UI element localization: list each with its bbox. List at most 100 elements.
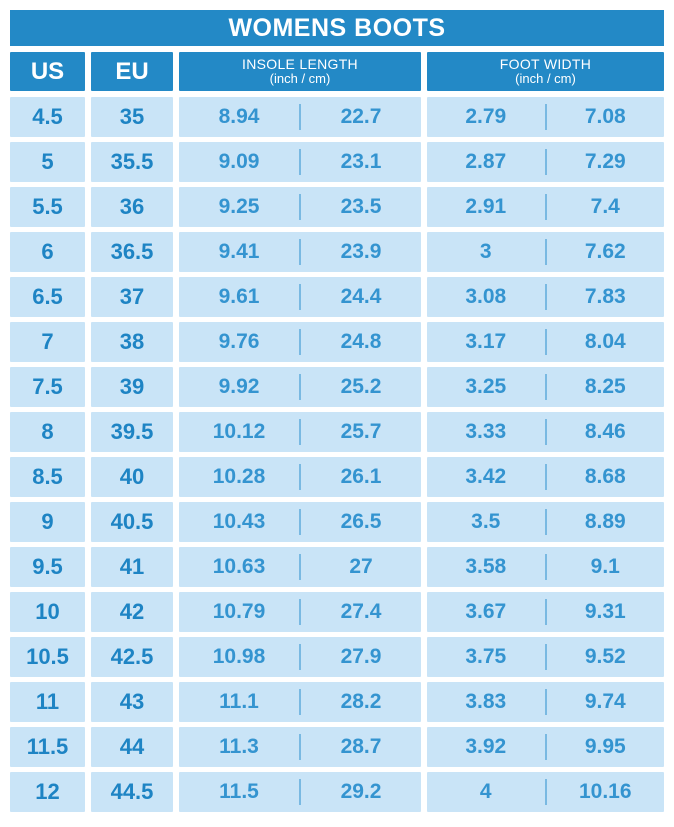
- width-inch-value: 3.33: [465, 420, 507, 443]
- table-row: 7 38 9.76 24.8 3.17 8.04: [10, 322, 664, 362]
- insole-cm-value: 27: [349, 555, 373, 578]
- width-inch-value: 3.25: [465, 375, 507, 398]
- insole-cm-value: 24.8: [340, 330, 382, 353]
- insole-length-cell: 11.5 29.2: [179, 772, 421, 812]
- width-cm-value: 8.89: [584, 510, 626, 533]
- insole-cm-value: 28.7: [340, 735, 382, 758]
- table-row: 6.5 37 9.61 24.4 3.08 7.83: [10, 277, 664, 317]
- insole-inch-value: 8.94: [218, 105, 260, 128]
- insole-inch-value: 10.43: [212, 510, 266, 533]
- insole-length-cell: 9.41 23.9: [179, 232, 421, 272]
- width-inch-value: 3: [479, 240, 492, 263]
- value-divider: [544, 239, 547, 265]
- insole-length-cell: 9.09 23.1: [179, 142, 421, 182]
- eu-size-cell: 40.5: [91, 502, 173, 542]
- width-cm-value: 9.1: [590, 555, 620, 578]
- value-divider: [299, 419, 301, 445]
- insole-inch-value: 10.28: [212, 465, 266, 488]
- insole-length-cell: 9.76 24.8: [179, 322, 421, 362]
- value-divider: [299, 509, 301, 535]
- table-row: 5 35.5 9.09 23.1 2.87 7.29: [10, 142, 664, 182]
- value-divider: [544, 374, 547, 400]
- insole-inch-value: 9.76: [218, 330, 260, 353]
- us-size-cell: 10: [10, 592, 85, 632]
- width-cm-value: 7.29: [584, 150, 626, 173]
- eu-size-cell: 35.5: [91, 142, 173, 182]
- eu-size-cell: 40: [91, 457, 173, 497]
- us-size-cell: 9: [10, 502, 85, 542]
- insole-cm-value: 23.1: [340, 150, 382, 173]
- foot-width-label: FOOT WIDTH: [499, 55, 592, 72]
- us-size-cell: 7: [10, 322, 85, 362]
- width-inch-value: 2.91: [465, 195, 507, 218]
- value-divider: [544, 599, 547, 625]
- eu-size-cell: 39.5: [91, 412, 173, 452]
- us-size-cell: 6: [10, 232, 85, 272]
- foot-width-cell: 3.25 8.25: [427, 367, 664, 407]
- value-divider: [299, 554, 301, 580]
- table-row: 11 43 11.1 28.2 3.83 9.74: [10, 682, 664, 722]
- us-size-cell: 12: [10, 772, 85, 812]
- value-divider: [299, 464, 301, 490]
- insole-length-cell: 9.25 23.5: [179, 187, 421, 227]
- foot-width-cell: 4 10.16: [427, 772, 664, 812]
- width-cm-value: 7.62: [584, 240, 626, 263]
- insole-length-cell: 10.98 27.9: [179, 637, 421, 677]
- table-row: 8 39.5 10.12 25.7 3.33 8.46: [10, 412, 664, 452]
- eu-size-cell: 39: [91, 367, 173, 407]
- foot-width-cell: 3.08 7.83: [427, 277, 664, 317]
- insole-length-cell: 10.43 26.5: [179, 502, 421, 542]
- value-divider: [299, 194, 301, 220]
- width-cm-value: 7.4: [590, 195, 620, 218]
- table-row: 4.5 35 8.94 22.7 2.79 7.08: [10, 97, 664, 137]
- insole-length-cell: 10.12 25.7: [179, 412, 421, 452]
- insole-length-unit: (inch / cm): [269, 71, 331, 87]
- width-inch-value: 3.75: [465, 645, 507, 668]
- insole-cm-value: 22.7: [340, 105, 382, 128]
- insole-length-cell: 9.61 24.4: [179, 277, 421, 317]
- width-cm-value: 9.52: [584, 645, 626, 668]
- width-inch-value: 2.87: [465, 150, 507, 173]
- width-cm-value: 7.83: [584, 285, 626, 308]
- eu-size-cell: 44: [91, 727, 173, 767]
- eu-size-cell: 36.5: [91, 232, 173, 272]
- us-size-cell: 8.5: [10, 457, 85, 497]
- insole-length-cell: 10.63 27: [179, 547, 421, 587]
- foot-width-cell: 3.75 9.52: [427, 637, 664, 677]
- us-size-cell: 8: [10, 412, 85, 452]
- width-inch-value: 3.17: [465, 330, 507, 353]
- width-inch-value: 3.42: [465, 465, 507, 488]
- eu-size-cell: 42.5: [91, 637, 173, 677]
- insole-cm-value: 26.5: [340, 510, 382, 533]
- eu-size-cell: 38: [91, 322, 173, 362]
- value-divider: [299, 644, 301, 670]
- insole-length-label: INSOLE LENGTH: [242, 55, 358, 72]
- insole-inch-value: 9.41: [218, 240, 260, 263]
- insole-cm-value: 25.2: [340, 375, 382, 398]
- value-divider: [544, 464, 547, 490]
- width-cm-value: 8.04: [584, 330, 626, 353]
- insole-inch-value: 9.09: [218, 150, 260, 173]
- value-divider: [544, 509, 547, 535]
- value-divider: [299, 284, 301, 310]
- eu-size-cell: 36: [91, 187, 173, 227]
- value-divider: [544, 644, 547, 670]
- table-row: 9 40.5 10.43 26.5 3.5 8.89: [10, 502, 664, 542]
- width-cm-value: 8.46: [584, 420, 626, 443]
- foot-width-cell: 3.67 9.31: [427, 592, 664, 632]
- us-size-cell: 10.5: [10, 637, 85, 677]
- value-divider: [299, 374, 301, 400]
- value-divider: [544, 554, 547, 580]
- insole-inch-value: 10.63: [212, 555, 266, 578]
- insole-inch-value: 9.25: [218, 195, 260, 218]
- value-divider: [544, 689, 547, 715]
- value-divider: [299, 599, 301, 625]
- insole-inch-value: 9.92: [218, 375, 260, 398]
- value-divider: [544, 419, 547, 445]
- us-size-cell: 9.5: [10, 547, 85, 587]
- insole-cm-value: 27.9: [340, 645, 382, 668]
- width-inch-value: 2.79: [465, 105, 507, 128]
- width-inch-value: 3.58: [465, 555, 507, 578]
- foot-width-cell: 3.17 8.04: [427, 322, 664, 362]
- col-header-us: US: [10, 52, 85, 91]
